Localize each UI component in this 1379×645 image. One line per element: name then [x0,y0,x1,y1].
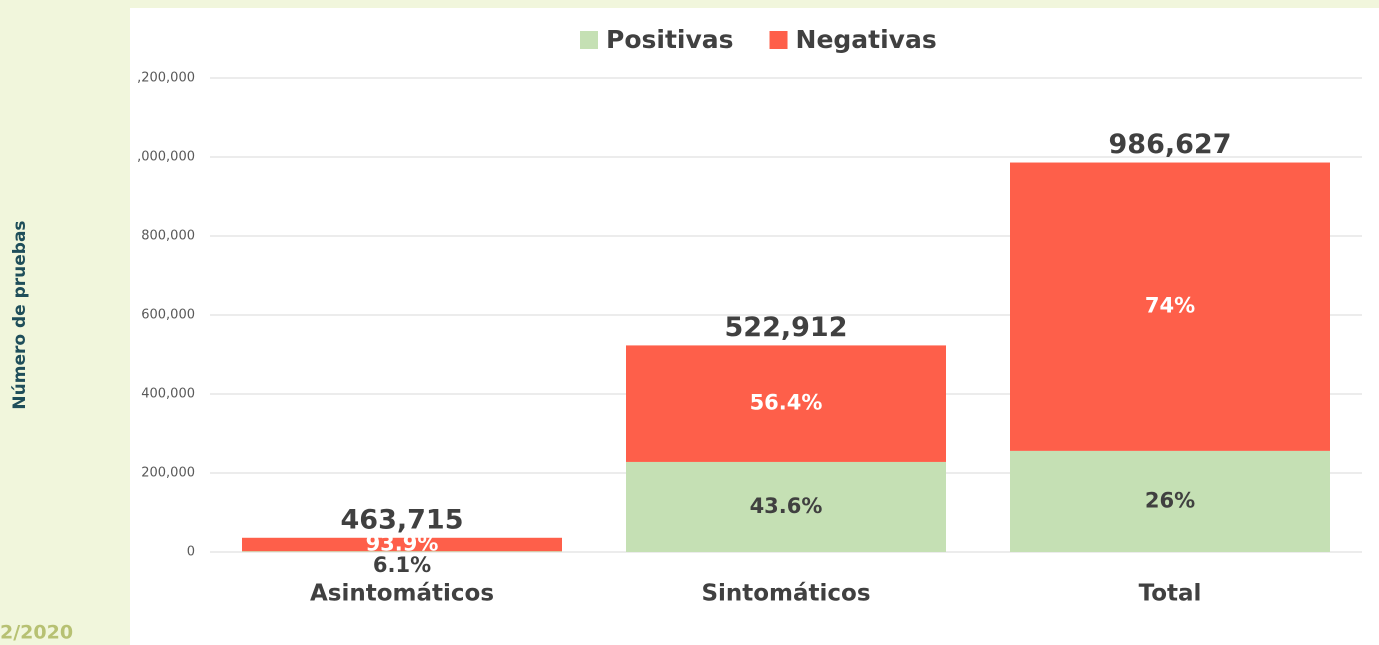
legend-swatch [580,31,598,49]
bar-segment [242,551,562,552]
y-tick-label: ,200,000 [137,71,195,86]
bar-segment [1010,162,1330,451]
percent-label: 74% [1145,294,1195,318]
footer-text: 2/2020 [0,622,73,644]
percent-label: 43.6% [750,494,823,518]
y-tick-label: ,000,000 [137,150,195,165]
y-tick-label: 600,000 [141,308,195,323]
y-tick-label: 0 [187,545,195,560]
bar-segment [1010,450,1330,552]
percent-label: 6.1% [373,553,431,577]
percent-label: 93.9% [366,531,439,555]
x-tick-label: Asintomáticos [310,581,494,607]
bar-segment [626,345,946,462]
bar-segment [242,537,562,552]
total-label: 522,912 [725,312,848,343]
y-tick-label: 800,000 [141,229,195,244]
legend-label: Positivas [606,25,734,54]
y-tick-label: 200,000 [141,466,195,481]
legend-label: Negativas [796,25,937,54]
percent-label: 26% [1145,488,1195,512]
bar-segment [626,461,946,552]
x-tick-label: Sintomáticos [701,581,870,607]
x-tick-label: Total [1139,581,1202,607]
y-tick-label: 400,000 [141,387,195,402]
total-label: 463,715 [341,504,464,535]
y-axis-label: Número de pruebas [10,220,30,409]
total-label: 986,627 [1109,129,1232,160]
legend-swatch [769,31,788,49]
percent-label: 56.4% [750,391,823,415]
